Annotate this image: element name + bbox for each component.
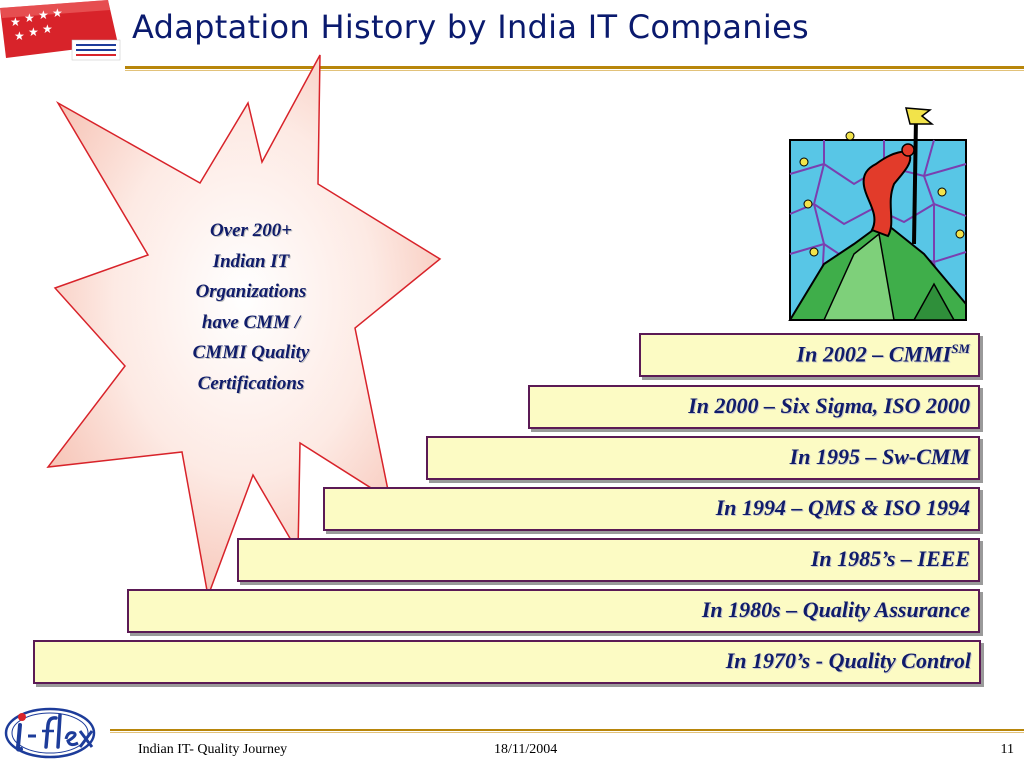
service-mark-superscript: SM	[951, 341, 970, 356]
timeline-step-text: In 1970’s - Quality Control	[725, 648, 971, 673]
callout-line: have CMM /	[201, 311, 301, 333]
timeline-step-1995: In 1995 – Sw-CMM	[426, 436, 980, 480]
timeline-step-text: In 2000 – Six Sigma, ISO 2000	[688, 393, 970, 418]
svg-text:★: ★	[28, 25, 39, 39]
timeline-step-1985: In 1985’s – IEEE	[237, 538, 980, 582]
timeline-step-1994: In 1994 – QMS & ISO 1994	[323, 487, 980, 531]
footer-divider	[110, 729, 1024, 731]
callout-line: Over 200+	[209, 220, 293, 241]
page-number: 11	[1000, 742, 1014, 757]
timeline-step-2000: In 2000 – Six Sigma, ISO 2000	[528, 385, 980, 429]
timeline-step-text: In 1980s – Quality Assurance	[701, 597, 970, 622]
timeline-step-text: In 1994 – QMS & ISO 1994	[715, 495, 970, 520]
timeline-step-text: In 2002 – CMMI	[796, 341, 952, 367]
title-divider-secondary	[125, 70, 1024, 71]
svg-text:★: ★	[38, 8, 49, 22]
footer-title: Indian IT- Quality Journey	[138, 742, 288, 757]
svg-text:★: ★	[10, 15, 21, 29]
svg-text:★: ★	[52, 6, 63, 20]
page-title: Adaptation History by India IT Companies	[132, 8, 810, 46]
callout-line: Organizations	[195, 281, 307, 302]
timeline-step-text: In 1995 – Sw-CMM	[789, 444, 970, 469]
callout-text: Over 200+ Indian IT Organizations have C…	[158, 216, 344, 399]
timeline-step-2002: In 2002 – CMMISM	[639, 333, 980, 377]
callout-line: Indian IT	[212, 250, 290, 272]
footer-date: 18/11/2004	[494, 742, 558, 757]
timeline-step-1970s: In 1970’s - Quality Control	[33, 640, 981, 684]
simposio-logo-icon: ★ ★ ★ ★ ★ ★ ★	[0, 0, 121, 61]
footer-divider-secondary	[110, 732, 1024, 733]
timeline-step-1980s: In 1980s – Quality Assurance	[127, 589, 980, 633]
mountain-climber-flag-icon	[788, 107, 967, 321]
svg-text:★: ★	[24, 11, 35, 25]
i-flex-logo-icon	[4, 707, 96, 759]
callout-line: CMMI Quality	[192, 342, 310, 363]
title-divider	[125, 66, 1024, 69]
callout-line: Certifications	[197, 372, 305, 394]
svg-text:★: ★	[14, 29, 25, 43]
timeline-step-text: In 1985’s – IEEE	[810, 546, 970, 571]
timeline-step-label: In 2002 – CMMISM	[797, 341, 970, 367]
svg-text:★: ★	[42, 22, 53, 36]
